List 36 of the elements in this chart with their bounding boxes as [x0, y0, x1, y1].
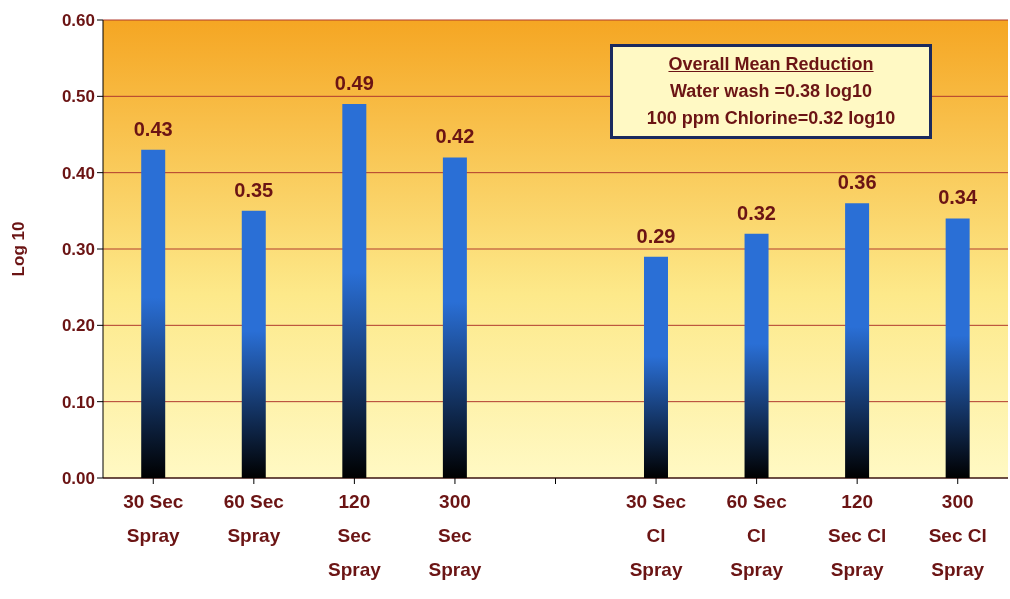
data-label: 0.42	[435, 125, 475, 148]
data-label: 0.49	[334, 71, 374, 94]
y-tick-label: 0.00	[61, 469, 95, 489]
x-tick-label: 30 Sec Cl Spray	[625, 491, 687, 580]
bar	[241, 210, 266, 478]
data-label: 0.35	[234, 178, 274, 201]
bar	[342, 103, 367, 478]
y-tick-label: 0.30	[61, 240, 95, 260]
y-tick-label: 0.50	[61, 87, 95, 107]
bar	[442, 157, 467, 478]
data-label: 0.36	[837, 171, 877, 194]
x-tick-label: 300 Sec Spray	[428, 491, 482, 580]
x-tick-label: 120 Sec Cl Spray	[828, 491, 887, 580]
x-tick-label: 30 Sec Spray	[123, 491, 184, 546]
x-tick-label: 60 Sec Cl Spray	[726, 491, 788, 580]
y-tick-label: 0.20	[61, 316, 95, 336]
y-axis-title: Log 10	[9, 221, 29, 277]
data-label: 0.32	[737, 201, 777, 224]
data-label: 0.34	[938, 186, 978, 209]
x-tick-label: 300 Sec Cl Spray	[928, 491, 987, 580]
x-tick-label: 120 Sec Spray	[327, 491, 382, 580]
bar	[744, 233, 769, 478]
annotation: 100 ppm Chlorine=0.32 log10	[645, 107, 897, 130]
y-tick-label: 0.10	[61, 392, 95, 412]
text-box: Overall Mean Reduction Water wash =0.38 log10 100 ppm Chlorine=0.32 log10	[610, 44, 932, 139]
bar	[643, 256, 668, 478]
annotation: Water wash =0.38 log10	[669, 80, 873, 103]
bar	[945, 218, 970, 478]
y-tick-label: 0.40	[61, 163, 95, 183]
data-label: 0.43	[133, 117, 173, 140]
data-label: 0.29	[636, 224, 676, 247]
x-tick-label: 60 Sec Spray	[223, 491, 285, 546]
bar	[845, 203, 870, 478]
annotation: Overall Mean Reduction	[667, 53, 875, 76]
bar	[141, 149, 166, 478]
y-tick-label: 0.60	[61, 11, 95, 31]
